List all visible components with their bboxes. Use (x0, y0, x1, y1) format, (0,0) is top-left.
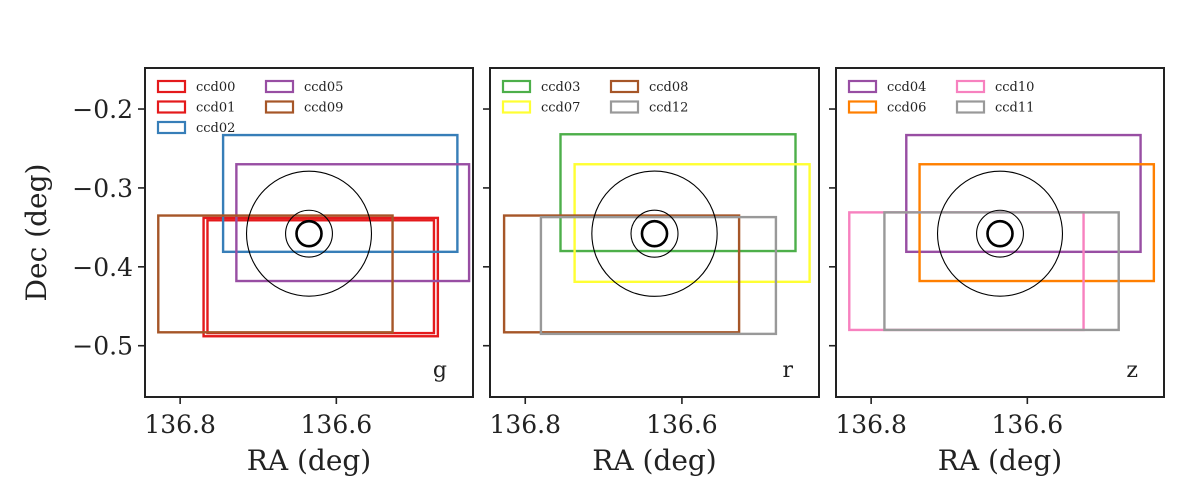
legend-label-ccd10: ccd10 (995, 80, 1034, 95)
legend-swatch-ccd00 (156, 79, 187, 94)
axes-frame-r (489, 67, 820, 398)
band-label-r: r (782, 358, 793, 383)
ticks-r: 136.8 136.6 (483, 108, 718, 439)
band-label-z: z (1126, 358, 1138, 383)
panel-z: 136.8 136.6 ccd04 ccd06 ccd10 ccd11 z RA (de… (829, 67, 1165, 477)
x-tick-label: 136.6 (992, 410, 1064, 439)
legend-swatch-ccd12 (609, 100, 640, 114)
legend-label-ccd09: ccd09 (304, 101, 343, 116)
inner-radius-circle (630, 209, 679, 258)
legend-r: ccd03 ccd07 ccd08 ccd12 (501, 79, 688, 116)
outer-radius-circle (936, 170, 1064, 297)
legend-label-ccd12: ccd12 (649, 101, 688, 116)
x-tick-label: 136.6 (646, 410, 718, 439)
x-tick-label: 136.8 (144, 410, 216, 439)
panel-g: 136.8 136.6−0.2−0.3−0.4−0.5 ccd00ccd01ccd… (20, 67, 474, 477)
legend-swatch-ccd07 (501, 100, 532, 114)
legend-swatch-ccd08 (609, 79, 640, 94)
ticks-g: 136.8 136.6 −0.2 −0.3 −0.4 −0.5 (72, 95, 372, 439)
legend-label-ccd06: ccd06 (887, 101, 926, 116)
legend-swatch-ccd11 (955, 100, 986, 114)
x-axis-title-r: RA (deg) (592, 444, 716, 477)
legend-swatch-ccd09 (264, 100, 295, 114)
legend-label-ccd04: ccd04 (887, 80, 926, 95)
target-circles-z (936, 170, 1064, 297)
ccd-rect-ccd05 (235, 163, 471, 283)
legend-z: ccd04 ccd06 ccd10 ccd11 (847, 79, 1034, 116)
target-circles-r (591, 170, 718, 297)
ccd-rect-ccd03 (559, 133, 797, 253)
legend-swatch-ccd06 (847, 100, 878, 114)
legend-swatch-ccd10 (955, 79, 986, 94)
target-circles-g (245, 170, 373, 297)
inner-radius-circle (976, 209, 1024, 258)
legend-label-ccd11: ccd11 (995, 101, 1034, 116)
ccd-rect-ccd08 (502, 214, 741, 334)
axes-frame-g (144, 67, 474, 398)
panel-r: 136.8 136.6 ccd03 ccd07 ccd08 ccd12 r RA (de… (483, 67, 820, 477)
legend-swatch-ccd03 (501, 79, 532, 94)
ccd-rectangles-g (157, 133, 471, 338)
legend-swatch-ccd01 (156, 100, 187, 114)
x-tick-label: 136.8 (489, 410, 561, 439)
x-tick-label: 136.6 (301, 410, 373, 439)
y-tick-label: −0.4 (72, 253, 133, 282)
legend-label-ccd01: ccd01 (196, 101, 235, 116)
ccd-rect-ccd04 (905, 133, 1142, 254)
y-tick-label: −0.2 (72, 95, 133, 124)
x-tick-label: 136.8 (835, 410, 907, 439)
ccd-rect-ccd07 (573, 163, 811, 284)
legend-label-ccd02: ccd02 (196, 121, 235, 136)
ccd-rect-ccd09 (157, 214, 394, 334)
legend-swatch-ccd05 (264, 79, 295, 94)
legend-label-ccd03: ccd03 (541, 80, 580, 95)
target-marker-circle (295, 219, 323, 248)
ccd-rectangles-z (848, 133, 1156, 332)
band-label-g: g (433, 358, 447, 383)
x-axis-title-g: RA (deg) (247, 444, 371, 477)
legend-swatch-ccd04 (847, 79, 878, 94)
legend-label-ccd00: ccd00 (196, 80, 235, 95)
legend-label-ccd07: ccd07 (541, 101, 580, 116)
outer-radius-circle (245, 170, 373, 297)
y-tick-label: −0.5 (72, 332, 133, 361)
x-axis-title-z: RA (deg) (938, 444, 1062, 477)
outer-radius-circle (591, 170, 718, 297)
target-marker-circle (986, 219, 1014, 248)
y-tick-label: −0.3 (72, 174, 133, 203)
legend-label-ccd05: ccd05 (304, 80, 343, 95)
y-axis-title: Dec (deg) (20, 164, 53, 302)
legend-swatch-ccd02 (156, 120, 187, 135)
axes-frame-z (835, 67, 1165, 398)
ccd-rect-ccd06 (918, 163, 1156, 283)
ticks-z: 136.8 136.6 (829, 108, 1064, 439)
legend-g: ccd00 ccd01 ccd02 ccd05 ccd09 (156, 79, 343, 136)
ccd-rect-ccd12 (539, 215, 778, 336)
inner-radius-circle (285, 209, 333, 258)
ccd-rect-ccd02 (221, 133, 459, 254)
ccd-rect-ccd00 (202, 216, 440, 338)
legend-label-ccd08: ccd08 (649, 80, 688, 95)
ccd-rectangles-r (502, 133, 811, 336)
ccd-rect-ccd11 (883, 211, 1120, 332)
target-marker-circle (640, 219, 669, 248)
